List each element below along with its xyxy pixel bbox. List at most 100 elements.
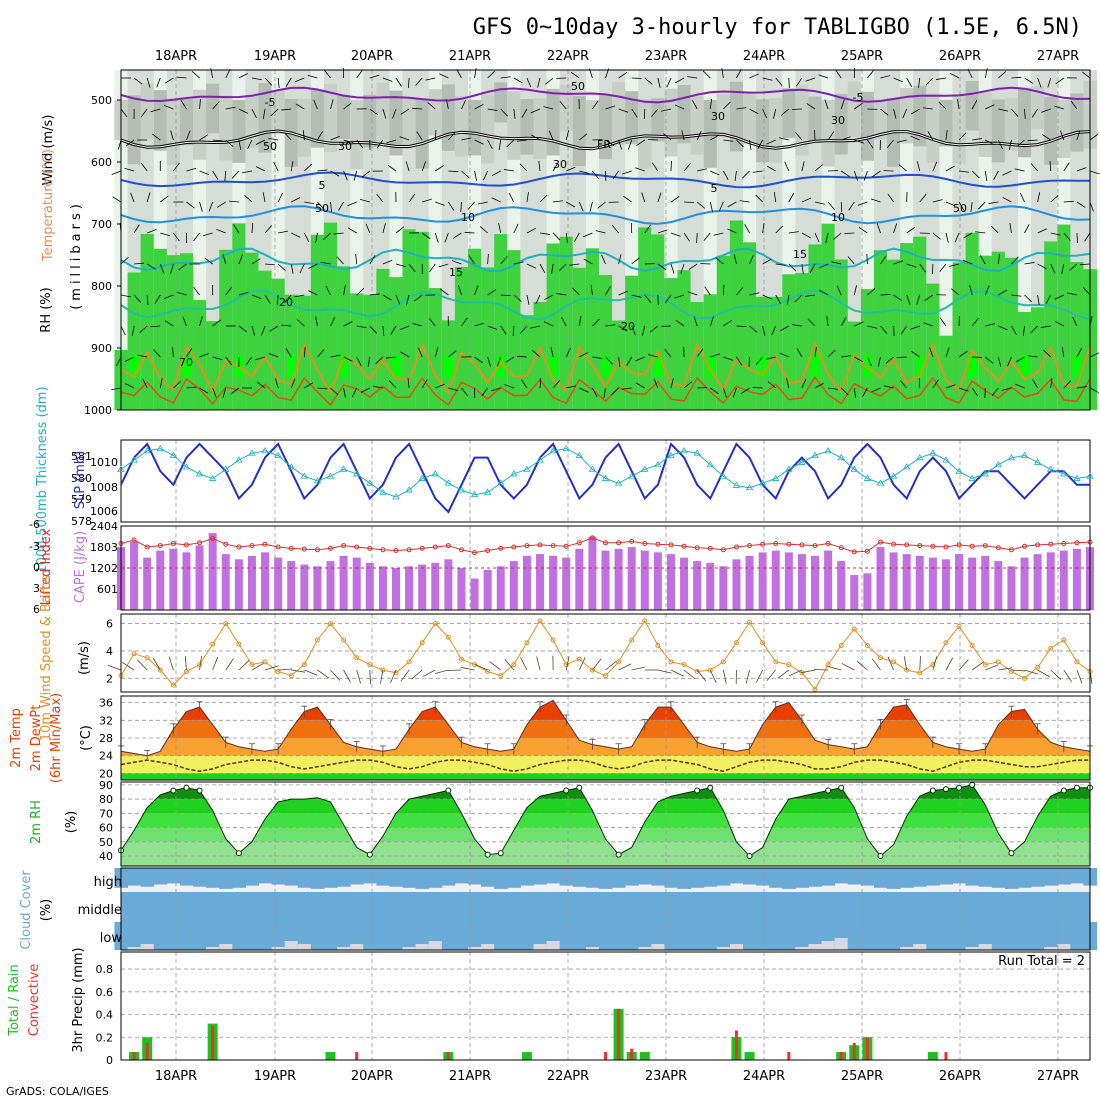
wind10m-marker — [733, 640, 739, 646]
wind-barb — [945, 130, 948, 141]
wind-barb — [543, 106, 554, 110]
wind-barb — [736, 287, 744, 296]
wind10m-marker — [589, 667, 595, 673]
thickness-marker — [457, 486, 466, 493]
wind-barb — [255, 166, 266, 172]
rh-dry — [991, 99, 1006, 163]
cape-bar — [287, 561, 296, 610]
cloud-low-clear — [271, 947, 286, 950]
wind-barb — [866, 253, 868, 265]
slp-line — [120, 442, 1090, 514]
rh-label: RH (%) — [39, 287, 54, 332]
wind-barb — [631, 77, 642, 79]
wind10m-barb — [856, 660, 868, 671]
wind10m-barb — [107, 664, 122, 671]
precip-conv-bar — [839, 1052, 843, 1060]
thickness-marker — [1086, 472, 1094, 479]
wind-barb — [160, 195, 169, 203]
rh2m-units: (%) — [64, 811, 79, 834]
wind-barb — [788, 77, 790, 89]
cape-bar — [680, 557, 689, 610]
wind-barb — [773, 192, 777, 203]
wind-barb — [644, 294, 652, 304]
wind-barb — [498, 223, 502, 234]
thickness-marker — [1073, 474, 1081, 481]
thickness-marker — [811, 451, 819, 458]
wind-barb — [985, 104, 995, 110]
wind10m-marker — [642, 618, 648, 624]
wind10m-marker — [707, 667, 713, 673]
wind-barb — [898, 164, 907, 172]
wind10m-barb — [291, 669, 306, 673]
wind10m-marker — [956, 623, 962, 629]
lifted-index-marker — [995, 545, 1001, 551]
wind-barb — [452, 232, 462, 239]
cloud-high-bar — [1070, 868, 1084, 884]
lifted-index-marker — [262, 541, 268, 547]
cloud-low-bar — [690, 922, 705, 950]
wind-barb — [736, 69, 742, 79]
wind10m-barb — [520, 657, 528, 671]
wind-barb — [579, 170, 590, 174]
p6-frame — [120, 781, 1091, 867]
lifted-index-marker — [616, 540, 622, 546]
wind-barb — [742, 170, 750, 179]
temp-label: Temperature (°C) — [41, 149, 56, 262]
cape-bar — [1020, 557, 1029, 610]
isotherm-minus5 — [120, 86, 1091, 104]
wind-barb — [807, 318, 816, 327]
wind-barb — [116, 356, 122, 367]
wind-barb — [1089, 133, 1099, 141]
wind-barb — [395, 294, 401, 305]
cloud-low-clear — [821, 941, 836, 950]
wind-barb — [537, 77, 541, 88]
wind-barb — [1024, 223, 1030, 234]
cloud-low-clear — [219, 944, 233, 950]
wind10m-barb — [683, 669, 696, 680]
wind-barb — [786, 378, 790, 389]
wind-barb — [918, 377, 921, 389]
wind-barb — [375, 356, 384, 365]
thickness-marker — [955, 467, 963, 475]
wind-barb — [589, 201, 593, 212]
wind-barb — [415, 77, 423, 86]
wind-barb — [788, 263, 797, 272]
cloud-low-clear — [468, 947, 482, 950]
cloud-low-clear — [350, 944, 364, 950]
wind-barb — [736, 107, 747, 110]
wind-barb — [474, 103, 484, 110]
p2-right-tick-1010: 1010 — [90, 456, 118, 469]
wind10m-barb — [745, 669, 750, 684]
thickness-marker — [981, 470, 989, 477]
slp-label: SLP (mb) — [73, 451, 88, 510]
rh-moist — [873, 250, 888, 410]
rh-moist — [638, 227, 652, 410]
thickness-marker — [614, 479, 623, 486]
cloud-low-clear — [284, 941, 299, 950]
wind-barb — [1089, 352, 1100, 358]
wind-barb — [818, 74, 829, 79]
thickness-marker — [902, 463, 911, 470]
rh-moist — [520, 315, 534, 410]
cloud-high-bar — [821, 868, 836, 886]
thickness-marker — [562, 444, 570, 452]
wind-barb — [284, 132, 292, 141]
wind-barb — [674, 294, 685, 299]
wind-barb — [932, 379, 939, 389]
wind-barb — [1042, 134, 1051, 141]
rh2m-marker — [576, 784, 583, 791]
wind-barb — [988, 201, 999, 204]
wind10m-marker — [197, 662, 203, 668]
rh-dry — [1017, 87, 1032, 158]
contour-label-14: 50 — [953, 202, 967, 215]
wind-barb — [270, 108, 279, 117]
rh-dry — [481, 94, 495, 164]
wind-barb — [506, 139, 515, 148]
wind-barb — [225, 286, 233, 296]
cloud-high-bar — [887, 868, 901, 889]
wind-barb — [199, 170, 210, 175]
thickness-marker — [1060, 470, 1068, 477]
rh-dry — [625, 91, 639, 144]
